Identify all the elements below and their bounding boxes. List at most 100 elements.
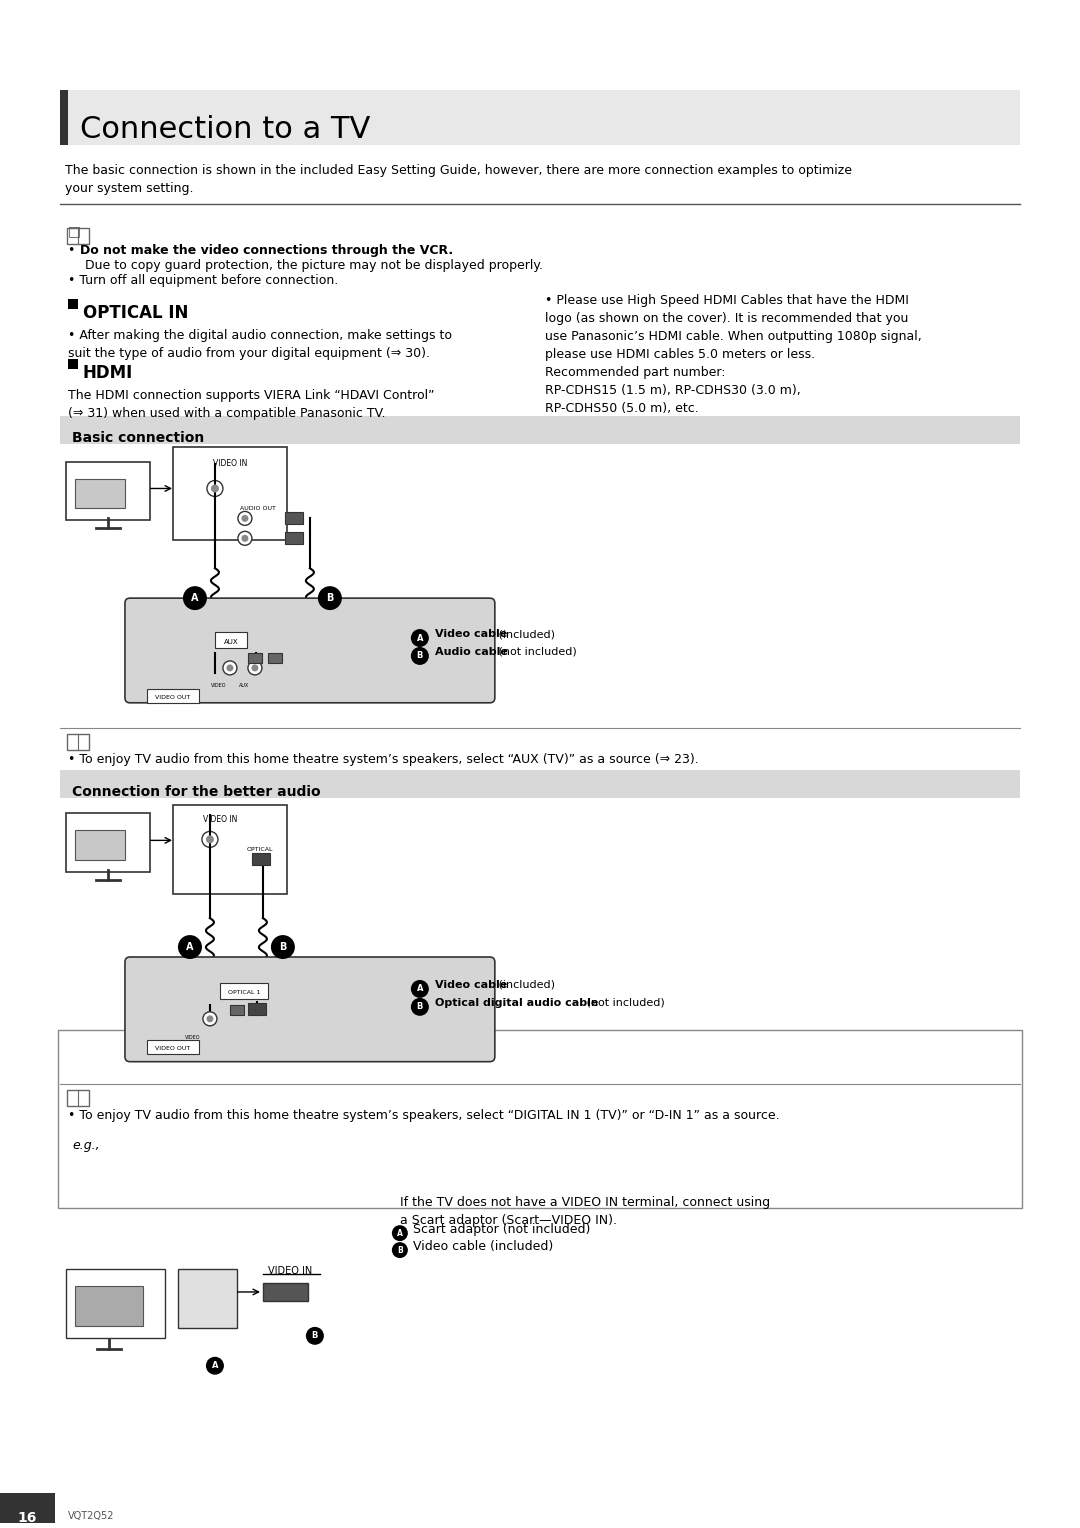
Text: Video cable: Video cable (435, 630, 508, 639)
Text: A: A (417, 984, 423, 993)
Text: VIDEO: VIDEO (212, 683, 227, 688)
Bar (60, 416, 1020, 443)
Text: • Turn off all equipment before connection.: • Turn off all equipment before connecti… (68, 274, 338, 287)
Bar (75, 1287, 143, 1326)
Text: e.g.,: e.g., (72, 1140, 99, 1152)
Text: TV: TV (99, 851, 117, 860)
FancyBboxPatch shape (178, 1270, 237, 1328)
FancyBboxPatch shape (173, 805, 287, 894)
Text: B: B (397, 1245, 403, 1254)
Text: •: • (68, 244, 79, 257)
FancyBboxPatch shape (60, 90, 68, 145)
Text: A: A (417, 634, 423, 642)
Text: Optical digital audio cable: Optical digital audio cable (435, 998, 598, 1008)
Text: A: A (212, 1361, 218, 1371)
Bar (68, 359, 78, 368)
Circle shape (222, 662, 237, 675)
Bar (248, 1002, 266, 1015)
Text: OUT: OUT (253, 856, 267, 860)
Bar (215, 633, 247, 648)
Circle shape (318, 587, 342, 610)
Circle shape (203, 1012, 217, 1025)
Circle shape (410, 630, 429, 646)
FancyBboxPatch shape (60, 90, 1020, 145)
FancyBboxPatch shape (66, 813, 150, 872)
FancyBboxPatch shape (173, 446, 287, 541)
Circle shape (242, 515, 248, 523)
Text: Video cable: Video cable (435, 979, 508, 990)
FancyBboxPatch shape (125, 957, 495, 1062)
Circle shape (238, 532, 252, 545)
Text: OPTICAL: OPTICAL (246, 848, 273, 853)
Text: • After making the digital audio connection, make settings to
suit the type of a: • After making the digital audio connect… (68, 329, 451, 361)
Bar (220, 983, 268, 999)
Circle shape (306, 1326, 324, 1345)
Bar (60, 770, 1020, 798)
Circle shape (183, 587, 207, 610)
Text: VIDEO: VIDEO (185, 1034, 201, 1039)
Text: B: B (312, 1331, 319, 1340)
Text: • Please use High Speed HDMI Cables that have the HDMI
logo (as shown on the cov: • Please use High Speed HDMI Cables that… (544, 293, 921, 416)
Text: (not included): (not included) (496, 646, 577, 657)
Text: VIDEO OUT: VIDEO OUT (156, 1045, 190, 1051)
Circle shape (242, 535, 248, 542)
Bar (75, 478, 125, 509)
Circle shape (207, 480, 222, 497)
Circle shape (252, 665, 258, 671)
Text: B: B (417, 1002, 423, 1012)
Circle shape (227, 665, 233, 671)
Bar (285, 532, 302, 544)
Bar (147, 1039, 199, 1054)
Bar (0, 1493, 55, 1523)
Bar (248, 652, 262, 663)
Text: TV: TV (99, 498, 117, 509)
Text: If the TV does not have a VIDEO IN terminal, connect using
a Scart adaptor (Scar: If the TV does not have a VIDEO IN termi… (400, 1196, 770, 1227)
Bar (68, 299, 78, 309)
FancyBboxPatch shape (125, 597, 495, 703)
Text: AUX: AUX (224, 639, 239, 645)
Text: • To enjoy TV audio from this home theatre system’s speakers, select “AUX (TV)” : • To enjoy TV audio from this home theat… (68, 753, 699, 766)
Text: Scart adaptor (not included): Scart adaptor (not included) (413, 1222, 591, 1236)
Text: VIDEO IN: VIDEO IN (268, 1267, 312, 1276)
Text: (included): (included) (496, 630, 555, 639)
Text: A: A (397, 1229, 403, 1238)
Text: Do not make the video connections through the VCR.: Do not make the video connections throug… (80, 244, 454, 257)
Text: (not included): (not included) (583, 998, 665, 1008)
Text: The HDMI connection supports VIERA Link “HDAVI Control”
(⇒ 31) when used with a : The HDMI connection supports VIERA Link … (68, 388, 434, 420)
Text: HDMI: HDMI (83, 364, 133, 382)
Text: 16: 16 (17, 1511, 37, 1525)
Text: Due to copy guard protection, the picture may not be displayed properly.: Due to copy guard protection, the pictur… (85, 260, 543, 272)
Bar (147, 689, 199, 703)
Text: AUX: AUX (239, 683, 249, 688)
Bar (75, 830, 125, 860)
Circle shape (206, 1015, 214, 1022)
Text: VQT2Q52: VQT2Q52 (68, 1511, 114, 1522)
Bar (252, 853, 270, 865)
Text: Connection to a TV: Connection to a TV (80, 115, 370, 144)
Text: B: B (280, 943, 286, 952)
Bar (285, 512, 302, 524)
Text: The basic connection is shown in the included Easy Setting Guide, however, there: The basic connection is shown in the inc… (65, 165, 852, 196)
Text: B: B (326, 593, 334, 604)
Text: B: B (417, 651, 423, 660)
Text: Connection for the better audio: Connection for the better audio (72, 784, 321, 799)
Circle shape (392, 1225, 408, 1241)
Bar (230, 1005, 244, 1015)
Circle shape (202, 831, 218, 848)
Bar (67, 733, 89, 750)
Text: □: □ (68, 225, 81, 238)
Circle shape (206, 1357, 224, 1375)
Bar (262, 1284, 308, 1300)
Circle shape (410, 646, 429, 665)
Text: A: A (191, 593, 199, 604)
Text: Basic connection: Basic connection (72, 431, 204, 445)
Text: VIDEO IN: VIDEO IN (203, 816, 238, 825)
Circle shape (271, 935, 295, 960)
Text: (included): (included) (496, 979, 555, 990)
Circle shape (178, 935, 202, 960)
FancyBboxPatch shape (66, 1270, 165, 1339)
Circle shape (392, 1242, 408, 1258)
Text: A: A (186, 943, 193, 952)
Circle shape (410, 979, 429, 998)
Text: • To enjoy TV audio from this home theatre system’s speakers, select “DIGITAL IN: • To enjoy TV audio from this home theat… (68, 1108, 780, 1122)
